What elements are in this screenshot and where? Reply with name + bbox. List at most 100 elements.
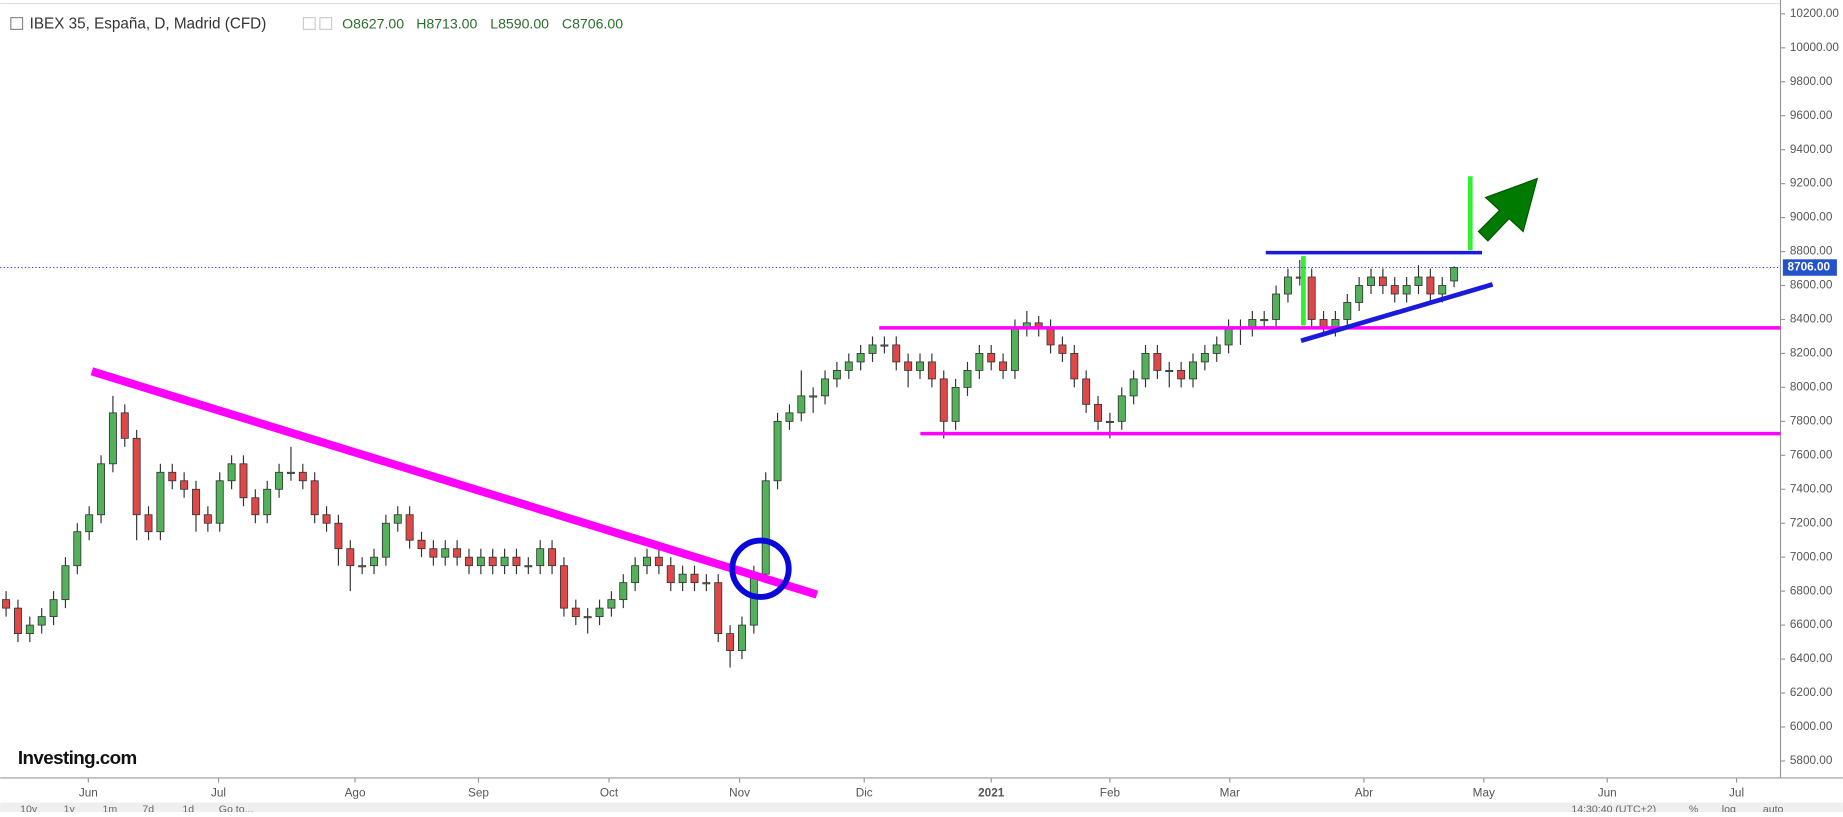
candle-body: [1189, 361, 1197, 380]
percent-toggle[interactable]: %: [1689, 803, 1699, 815]
y-tick-label: 6000.00: [1790, 720, 1833, 733]
goto-button[interactable]: Go to...: [219, 803, 254, 815]
candle-body: [1165, 370, 1174, 372]
candle-body: [773, 420, 782, 482]
x-tick-label: Jun: [79, 786, 98, 799]
range-button[interactable]: 1m: [102, 803, 117, 815]
clock: 14:30:40 (UTC+2): [1571, 803, 1656, 812]
candle-body: [678, 573, 687, 584]
y-tick-label: 5800.00: [1790, 754, 1833, 767]
y-tick-label: 7800.00: [1790, 414, 1833, 427]
candle-body: [239, 463, 248, 499]
candle-body: [500, 556, 509, 567]
candle-body: [73, 531, 82, 567]
y-tick-label: 6200.00: [1790, 686, 1833, 699]
candle-body: [524, 565, 533, 568]
x-tick-label: Dic: [856, 786, 873, 799]
x-tick-label: Abr: [1355, 786, 1373, 799]
y-tick-label: 8000.00: [1790, 381, 1833, 394]
symbol-title[interactable]: IBEX 35, España, D, Madrid (CFD): [30, 16, 267, 33]
ohlc-low: L8590.00: [490, 15, 549, 31]
candle-body: [631, 565, 640, 584]
candle-body: [832, 370, 841, 380]
collapse-icon[interactable]: [10, 17, 24, 30]
candle-body: [536, 548, 545, 567]
range-button[interactable]: 7d: [142, 803, 154, 815]
candle-body: [453, 548, 462, 558]
x-tick-label: Ago: [345, 786, 366, 799]
candle-body: [844, 361, 853, 371]
candle-body: [1117, 395, 1126, 422]
x-tick-label: Jul: [211, 786, 226, 799]
last-price-label: 8706.00: [1788, 261, 1831, 274]
candle-body: [963, 370, 972, 388]
x-tick-label: May: [1473, 786, 1495, 799]
candle-body: [1070, 353, 1079, 380]
candle-body: [1343, 302, 1352, 320]
candle-body: [726, 633, 735, 651]
candle-body: [904, 361, 913, 371]
hide-icon[interactable]: [319, 17, 333, 30]
candle-body: [1402, 285, 1411, 295]
ohlc-high: H8713.00: [416, 15, 477, 31]
candle-body: [1046, 327, 1055, 346]
candle-body: [761, 480, 770, 575]
x-tick-label: 2021: [978, 786, 1005, 799]
candle-body: [619, 582, 628, 601]
candle-body: [797, 395, 806, 414]
candle-body: [334, 522, 343, 550]
y-tick-label: 6800.00: [1790, 584, 1833, 597]
range-button[interactable]: 1d: [182, 803, 194, 815]
candle-body: [441, 548, 450, 558]
last-price-badge: [1782, 259, 1837, 276]
candle-body: [381, 522, 390, 558]
candle-body: [25, 624, 34, 635]
y-tick-label: 10200.00: [1790, 7, 1839, 20]
candle-body: [1105, 420, 1114, 423]
range-button[interactable]: 1y: [64, 803, 76, 815]
candle-body: [595, 607, 604, 618]
breakout-circle: [729, 537, 792, 600]
candle-body: [666, 565, 675, 584]
candle-body: [298, 471, 307, 482]
y-tick-label: 6400.00: [1790, 652, 1833, 665]
drawings: [90, 176, 1781, 600]
candle-body: [97, 463, 106, 516]
candle-body: [168, 471, 177, 482]
log-toggle[interactable]: log: [1722, 803, 1736, 815]
y-tick-label: 9400.00: [1790, 143, 1833, 156]
candle-body: [346, 548, 355, 567]
candle-body: [465, 556, 473, 567]
candle-body: [1355, 285, 1364, 303]
candle-body: [85, 514, 94, 533]
candle-body: [987, 353, 996, 363]
y-tick-label: 7200.00: [1790, 516, 1833, 529]
candle-body: [1200, 353, 1209, 363]
candle-body: [1141, 353, 1150, 380]
candle-body: [1283, 276, 1292, 295]
y-tick-label: 8200.00: [1790, 347, 1833, 360]
candle-body: [417, 539, 426, 550]
candle-body: [1378, 276, 1387, 286]
candle-body: [821, 378, 830, 397]
candle-body: [690, 573, 699, 584]
candle-body: [975, 353, 984, 371]
candle-body: [393, 514, 402, 524]
triangle-bottom: [1300, 282, 1494, 344]
ohlc-open: O8627.00: [342, 15, 404, 31]
candle-body: [1212, 344, 1221, 354]
candle-body: [1129, 378, 1138, 397]
y-tick-label: 8400.00: [1790, 313, 1833, 326]
settings-icon[interactable]: [302, 17, 316, 30]
candle-body: [607, 599, 616, 609]
auto-toggle[interactable]: auto: [1763, 803, 1784, 815]
candle-body: [1058, 344, 1067, 354]
candle-body: [559, 565, 568, 609]
candle-body: [714, 582, 723, 635]
candle-body: [156, 471, 165, 533]
candle-body: [868, 344, 877, 354]
range-button[interactable]: 10y: [20, 803, 38, 815]
candle-body: [880, 344, 889, 347]
